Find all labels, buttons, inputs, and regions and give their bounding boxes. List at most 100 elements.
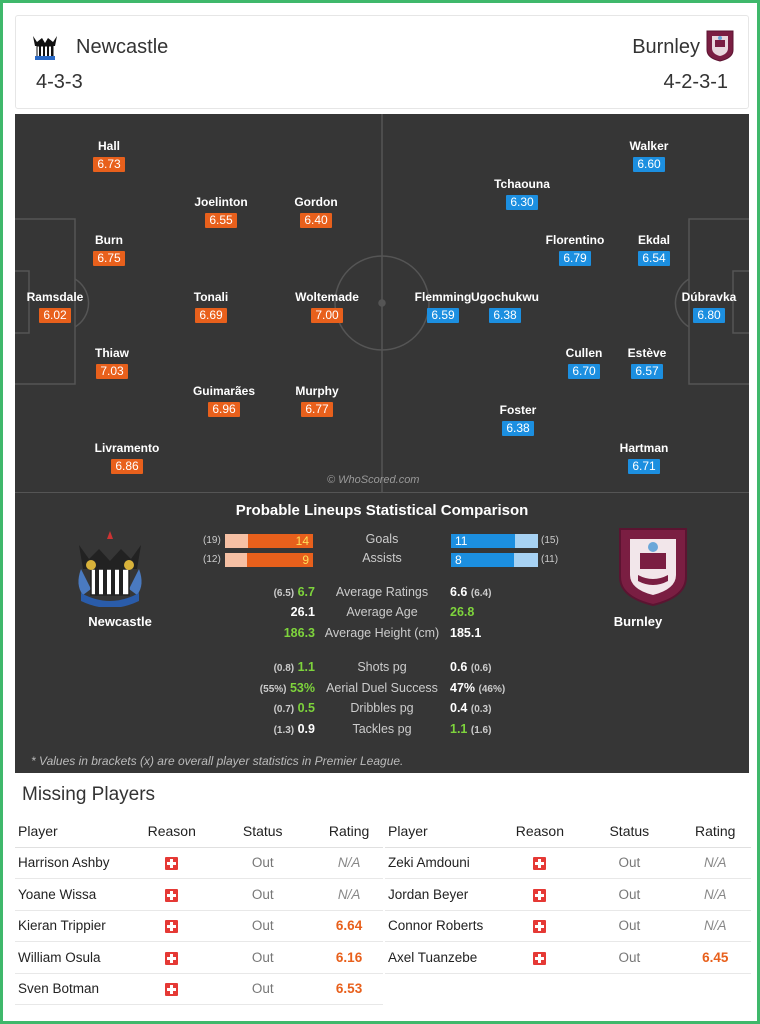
injury-icon[interactable] xyxy=(533,888,547,902)
rating: N/A xyxy=(315,847,383,879)
rating: N/A xyxy=(679,878,751,911)
player-name[interactable]: Jordan Beyer xyxy=(385,878,501,911)
home-bracket: (0.8) xyxy=(273,663,295,674)
away-overall: (15) xyxy=(541,535,559,546)
stat-label: Tackles pg xyxy=(352,722,412,736)
injury-icon[interactable] xyxy=(165,951,179,965)
player-name: Woltemade xyxy=(295,290,359,304)
player-rating: 6.59 xyxy=(427,308,459,323)
stat-average-height: 186.3 Average Height (cm) 185.1 xyxy=(15,626,749,644)
injury-icon[interactable] xyxy=(165,888,179,902)
player-name[interactable]: Connor Roberts xyxy=(385,910,501,942)
statistical-comparison: Probable Lineups Statistical Comparison … xyxy=(15,492,749,773)
home-team-name[interactable]: Newcastle xyxy=(76,36,169,58)
player-name[interactable]: Zeki Amdouni xyxy=(385,847,501,879)
player-dubravka[interactable]: Dúbravka 6.80 xyxy=(649,290,749,324)
player-name[interactable]: Harrison Ashby xyxy=(15,847,134,879)
col-status: Status xyxy=(579,816,680,848)
stat-label: Assists xyxy=(362,551,402,565)
player-hall[interactable]: Hall 6.73 xyxy=(49,139,169,173)
rating: 6.64 xyxy=(315,910,383,942)
home-number: 6.7 xyxy=(297,585,315,599)
injury-icon[interactable] xyxy=(533,951,547,965)
rating: N/A xyxy=(315,878,383,911)
injury-icon[interactable] xyxy=(165,920,179,934)
player-walker[interactable]: Walker 6.60 xyxy=(589,139,709,173)
stat-average-age: 26.1 Average Age 26.8 xyxy=(15,605,749,623)
player-ugochukwu[interactable]: Ugochukwu 6.38 xyxy=(445,290,565,324)
player-tchaouna[interactable]: Tchaouna 6.30 xyxy=(462,177,582,211)
injury-icon[interactable] xyxy=(165,983,179,997)
away-team-name[interactable]: Burnley xyxy=(632,36,700,58)
away-number: 47% xyxy=(450,681,476,695)
away-value: 26.8 xyxy=(450,605,474,619)
home-formation: 4-3-3 xyxy=(36,71,83,93)
player-name: Ekdal xyxy=(637,233,670,247)
player-rating: 6.77 xyxy=(301,402,333,417)
player-hartman[interactable]: Hartman 6.71 xyxy=(584,441,704,475)
col-reason: Reason xyxy=(500,816,580,848)
player-thiaw[interactable]: Thiaw 7.03 xyxy=(52,346,172,380)
home-missing-table: Player Reason Status Rating Harrison Ash… xyxy=(15,816,383,1005)
player-guimaraes[interactable]: Guimarães 6.96 xyxy=(164,384,284,418)
player-name: Hall xyxy=(97,139,120,153)
table-row: Kieran Trippier Out 6.64 xyxy=(15,910,383,942)
stat-aerial-duel-success: (55%) 53% Aerial Duel Success 47% (46%) xyxy=(15,681,749,699)
home-bar-fill xyxy=(247,553,313,567)
player-name[interactable]: Sven Botman xyxy=(15,973,134,1005)
player-rating: 6.30 xyxy=(506,195,538,210)
player-name: Burn xyxy=(95,233,123,247)
home-bar: 14 xyxy=(225,534,313,548)
away-bar: 8 xyxy=(451,553,538,567)
away-number: 0.6 xyxy=(450,660,468,674)
player-name[interactable]: Axel Tuanzebe xyxy=(385,941,501,974)
injury-icon[interactable] xyxy=(533,857,547,871)
player-woltemade[interactable]: Woltemade 7.00 xyxy=(267,290,387,324)
player-ramsdale[interactable]: Ramsdale 6.02 xyxy=(15,290,115,324)
away-number: 1.1 xyxy=(450,722,468,736)
player-name: Thiaw xyxy=(94,346,129,360)
player-cullen[interactable]: Cullen 6.70 xyxy=(524,346,644,380)
player-name[interactable]: Yoane Wissa xyxy=(15,878,134,911)
player-murphy[interactable]: Murphy 6.77 xyxy=(257,384,377,418)
player-flemming[interactable]: Flemming 6.59 xyxy=(383,290,503,324)
stat-goals: (19) 14 Goals 11 (15) xyxy=(15,532,749,550)
player-name: Dúbravka xyxy=(681,290,737,304)
player-ekdal[interactable]: Ekdal 6.54 xyxy=(594,233,714,267)
status: Out xyxy=(579,847,680,879)
table-row: Sven Botman Out 6.53 xyxy=(15,973,383,1005)
player-livramento[interactable]: Livramento 6.86 xyxy=(67,441,187,475)
player-rating: 6.80 xyxy=(693,308,725,323)
rating: N/A xyxy=(679,910,751,942)
comparison-title: Probable Lineups Statistical Comparison xyxy=(235,502,529,519)
stat-dribbles-pg: (0.7) 0.5 Dribbles pg 0.4 (0.3) xyxy=(15,701,749,719)
reason xyxy=(133,910,211,942)
player-name[interactable]: Kieran Trippier xyxy=(15,910,134,942)
player-name: Murphy xyxy=(295,384,339,398)
player-name: Flemming xyxy=(414,290,472,304)
player-name: Joelinton xyxy=(194,195,248,209)
reason xyxy=(133,973,211,1005)
player-burn[interactable]: Burn 6.75 xyxy=(49,233,169,267)
player-foster[interactable]: Foster 6.38 xyxy=(458,403,578,437)
player-joelinton[interactable]: Joelinton 6.55 xyxy=(161,195,281,229)
player-name: Walker xyxy=(629,139,669,153)
away-bar-fill xyxy=(451,534,515,548)
stat-label: Average Age xyxy=(346,605,418,619)
col-status: Status xyxy=(210,816,316,848)
player-florentino[interactable]: Florentino 6.79 xyxy=(515,233,635,267)
player-tonali[interactable]: Tonali 6.69 xyxy=(151,290,271,324)
status: Out xyxy=(579,941,680,974)
injury-icon[interactable] xyxy=(533,920,547,934)
table-header: Player Reason Status Rating xyxy=(385,816,751,848)
injury-icon[interactable] xyxy=(165,857,179,871)
player-name: Tchaouna xyxy=(494,177,550,191)
home-overall: (12) xyxy=(203,554,221,565)
away-value: 6.6 (6.4) xyxy=(450,585,491,599)
stat-assists: (12) 9 Assists 8 (11) xyxy=(15,551,749,569)
home-value: 9 xyxy=(302,553,309,567)
player-name[interactable]: William Osula xyxy=(15,941,134,974)
player-esteve[interactable]: Estève 6.57 xyxy=(587,346,707,380)
player-gordon[interactable]: Gordon 6.40 xyxy=(256,195,376,229)
stat-shots-pg: (0.8) 1.1 Shots pg 0.6 (0.6) xyxy=(15,660,749,678)
